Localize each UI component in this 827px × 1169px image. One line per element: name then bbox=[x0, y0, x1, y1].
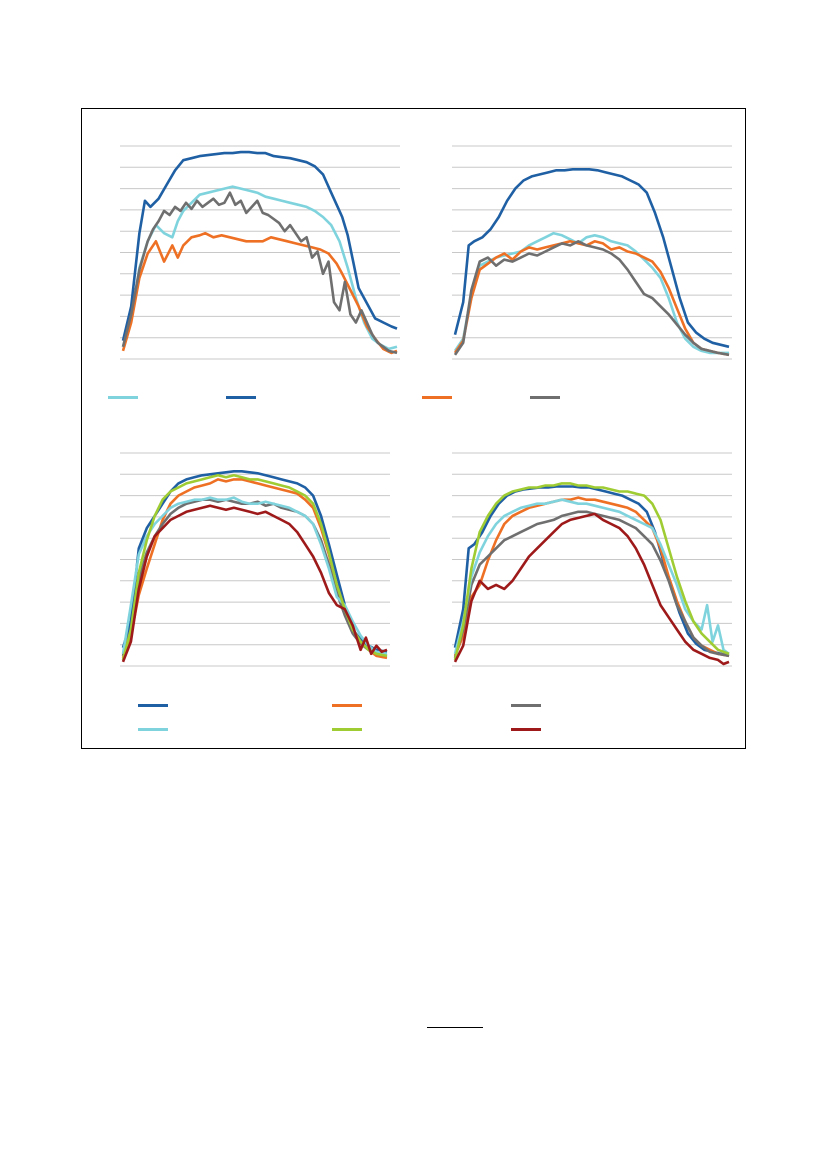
legend-item bbox=[332, 700, 366, 710]
chart-bottom-left bbox=[120, 452, 390, 667]
footnote-rule bbox=[427, 1027, 483, 1028]
legend-swatch bbox=[138, 703, 168, 707]
legend-swatch bbox=[332, 703, 362, 707]
legend-swatch bbox=[226, 395, 256, 399]
series-line-3 bbox=[121, 191, 398, 355]
series-line-3 bbox=[453, 240, 730, 357]
series-line-0 bbox=[453, 167, 730, 349]
series-line-4 bbox=[121, 473, 388, 661]
series-line-2 bbox=[453, 240, 730, 357]
legend-item bbox=[422, 392, 456, 402]
chart-bottom-right bbox=[452, 452, 732, 667]
legend-swatch bbox=[108, 395, 138, 399]
series-line-4 bbox=[453, 482, 730, 661]
series-line-1 bbox=[121, 185, 398, 351]
chart-top-left bbox=[120, 145, 400, 360]
series-line-5 bbox=[453, 512, 730, 666]
figure-frame bbox=[81, 108, 746, 749]
series-line-0 bbox=[121, 150, 398, 342]
legend-bottom bbox=[138, 700, 738, 736]
legend-swatch bbox=[422, 395, 452, 399]
legend-item bbox=[138, 700, 172, 710]
legend-swatch bbox=[511, 703, 541, 707]
legend-item bbox=[511, 724, 545, 734]
series-line-2 bbox=[121, 498, 388, 658]
legend-top bbox=[108, 392, 728, 404]
series-line-2 bbox=[121, 231, 398, 355]
series-line-1 bbox=[121, 478, 388, 660]
legend-swatch bbox=[332, 727, 362, 731]
series-line-2 bbox=[453, 510, 730, 659]
legend-item bbox=[226, 392, 260, 402]
series-line-0 bbox=[121, 469, 388, 654]
legend-swatch bbox=[530, 395, 560, 399]
legend-item bbox=[332, 724, 366, 734]
chart-top-right bbox=[452, 145, 732, 360]
legend-swatch bbox=[138, 727, 168, 731]
legend-item bbox=[530, 392, 564, 402]
legend-item bbox=[108, 392, 142, 402]
series-line-5 bbox=[121, 504, 388, 663]
legend-item bbox=[511, 700, 545, 710]
legend-swatch bbox=[511, 727, 541, 731]
legend-item bbox=[138, 724, 172, 734]
